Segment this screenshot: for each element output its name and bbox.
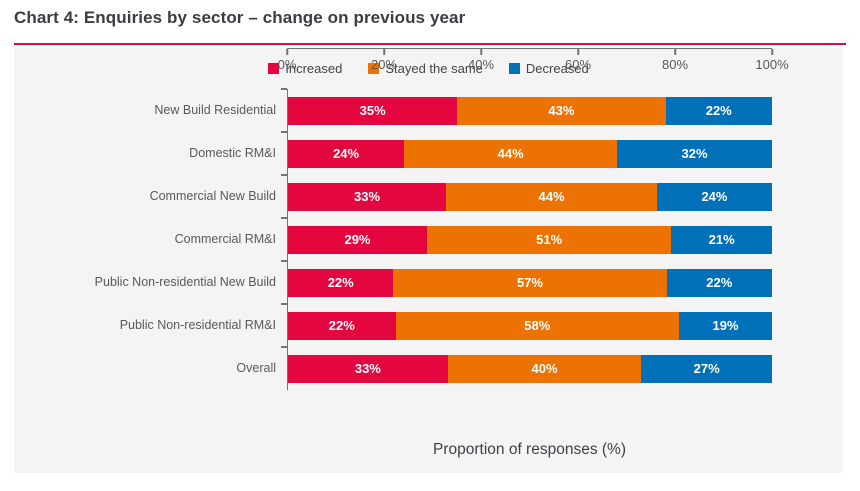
bar-row: Public Non-residential RM&I 22% 58% 19% [14,303,843,347]
bar-segment-increased: 29% [288,225,427,254]
category-label: Overall [236,360,276,375]
bar-row: Public Non-residential New Build 22% 57% 2… [14,260,843,304]
category-label: Commercial RM&I [174,231,276,246]
bar-segment-decreased: 22% [665,96,772,125]
bar-row: Commercial RM&I 29% 51% 21% [14,217,843,261]
bar-segment-increased: 33% [288,354,448,383]
stacked-bar: 35% 43% 22% [288,96,772,125]
legend-label: Decreased [525,61,589,76]
decreased-swatch-icon [508,63,520,74]
legend-item-decreased: Decreased [508,61,589,76]
bar-row: New Build Residential 35% 43% 22% [14,88,843,132]
bar-slot: 29% 51% 21% [281,217,772,261]
chart-title: Chart 4: Enquiries by sector – change on… [14,8,466,27]
bar-segment-decreased: 22% [666,268,772,297]
bar-segment-increased: 22% [288,268,394,297]
stacked-bar: 33% 44% 24% [288,182,772,211]
bar-segment-stayed-the-same: 40% [447,354,642,383]
legend-item-increased: Increased [268,61,342,76]
bar-segment-stayed-the-same: 44% [446,182,657,211]
bar-slot: 35% 43% 22% [281,88,772,132]
bar-segment-stayed-the-same: 57% [393,268,667,297]
bar-slot: 22% 57% 22% [281,260,772,304]
x-axis-tick [480,49,482,55]
x-axis-tick-labels: 0% 20% 40% 60% 80% 100% [278,57,789,77]
bar-segment-decreased: 32% [617,139,772,168]
x-axis-tick [577,49,579,55]
x-axis-tick [771,49,773,55]
bar-slot: 33% 40% 27% [281,346,772,390]
bar-segment-increased: 24% [288,139,405,168]
plot-area: New Build Residential 35% 43% 22% Domestic… [14,88,843,390]
bar-row: Overall 33% 40% 27% [14,346,843,390]
stacked-bar: 22% 57% 22% [288,268,772,297]
x-axis-tick [383,49,385,55]
accent-rule [14,43,846,45]
legend-label: Increased [285,61,343,76]
bar-row: Domestic RM&I 24% 44% 32% [14,131,843,175]
bar-segment-stayed-the-same: 44% [404,139,618,168]
stacked-bar: 33% 40% 27% [288,354,772,383]
bar-row: Commercial New Build 33% 44% 24% [14,174,843,218]
bar-segment-stayed-the-same: 51% [426,225,672,254]
stacked-bar: 24% 44% 32% [288,139,772,168]
chart-panel: Increased Stayed the same Decreased New … [14,48,843,473]
x-axis-tick-label: 60% [564,57,592,72]
x-axis-tick-label: 40% [467,57,495,72]
bar-slot: 24% 44% 32% [281,131,772,175]
bar-segment-decreased: 21% [671,225,772,254]
category-label: New Build Residential [154,102,276,117]
x-axis-tick [286,49,288,55]
x-axis-tick-label: 0% [277,57,297,72]
x-axis-tick-label: 80% [661,57,689,72]
x-axis-tick [674,49,676,55]
bar-segment-increased: 33% [288,182,447,211]
stacked-bar: 29% 51% 21% [288,225,772,254]
bar-slot: 33% 44% 24% [281,174,772,218]
stayed-the-same-swatch-icon [368,63,380,74]
x-axis-title: Proportion of responses (%) [433,441,626,458]
category-label: Public Non-residential New Build [94,274,276,289]
legend: Increased Stayed the same Decreased [14,61,843,76]
bar-segment-increased: 22% [288,311,396,340]
bar-segment-decreased: 24% [656,182,772,211]
bar-segment-stayed-the-same: 43% [457,96,666,125]
category-label: Public Non-residential RM&I [119,317,276,332]
bar-segment-stayed-the-same: 58% [395,311,680,340]
category-label: Domestic RM&I [189,145,276,160]
legend-label: Stayed the same [385,61,483,76]
bar-segment-increased: 35% [288,96,458,125]
increased-swatch-icon [268,63,280,74]
category-label: Commercial New Build [149,188,276,203]
x-axis-line [286,48,773,55]
x-axis-tick-label: 20% [370,57,398,72]
bar-slot: 22% 58% 19% [281,303,772,347]
legend-item-stayed-the-same: Stayed the same [368,61,483,76]
stacked-bar: 22% 58% 19% [288,311,772,340]
bar-segment-decreased: 27% [641,354,772,383]
x-axis-tick-label: 100% [755,57,789,72]
bar-segment-decreased: 19% [679,311,772,340]
